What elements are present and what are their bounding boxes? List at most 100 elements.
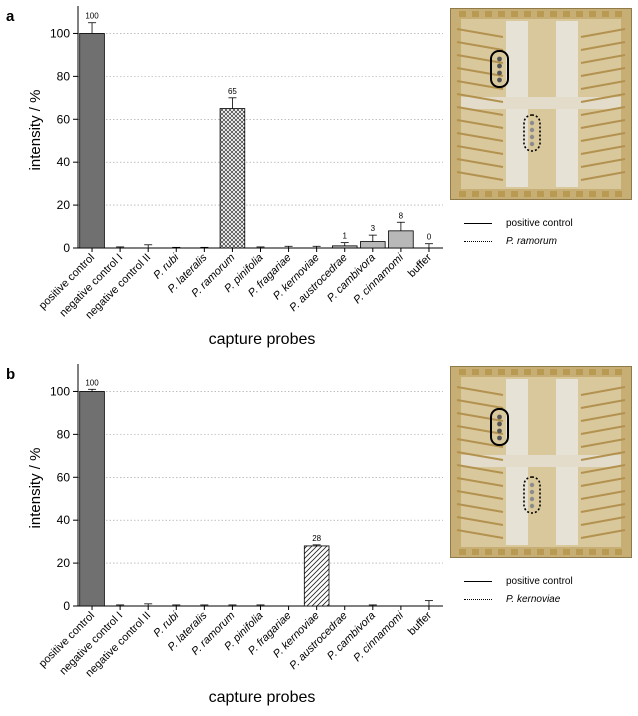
chip-trace: [580, 425, 626, 435]
chip-trace: [580, 529, 626, 539]
chip-trace: [456, 490, 504, 500]
chip-pad: [511, 191, 518, 197]
legend: positive control P. kernoviae: [464, 572, 573, 608]
chip-pad: [589, 191, 596, 197]
legend: positive control P. ramorum: [464, 214, 573, 250]
chip-trace: [580, 132, 626, 142]
positive-control-outline: [490, 408, 509, 446]
chip-pad: [563, 549, 570, 555]
chip-pad: [550, 191, 557, 197]
chip-spot: [497, 435, 502, 441]
solid-line-icon: [464, 580, 492, 582]
chip-trace: [456, 106, 504, 116]
y-tick-label: 20: [57, 556, 71, 570]
data-label: 0: [427, 233, 432, 242]
y-tick-label: 0: [63, 599, 70, 613]
legend-item-solid: positive control: [464, 214, 573, 232]
chip-trace: [456, 158, 504, 168]
target-probe-outline: [523, 476, 541, 514]
data-label: 3: [371, 224, 376, 233]
chip-trace: [580, 158, 626, 168]
chip-trace: [580, 28, 626, 38]
chip-trace: [456, 386, 504, 396]
chip-trace: [456, 529, 504, 539]
chip-pad: [615, 549, 622, 555]
chip-trace: [580, 119, 626, 129]
chip-pad: [576, 369, 583, 375]
chip-pad: [563, 191, 570, 197]
chip-channel: [461, 97, 621, 109]
chip-pad: [485, 369, 492, 375]
target-probe-outline: [523, 114, 541, 152]
chip-trace: [580, 503, 626, 513]
chip-pad: [589, 549, 596, 555]
chip-trace: [456, 54, 504, 64]
chip-trace: [580, 145, 626, 155]
chip-trace: [456, 464, 504, 474]
chip-spot: [529, 482, 535, 488]
y-axis-title: intensity / %: [27, 448, 44, 529]
chip-trace: [456, 171, 504, 181]
chip-pad: [485, 191, 492, 197]
chip-pad: [550, 369, 557, 375]
positive-control-outline: [490, 50, 509, 88]
panel-letter: b: [6, 366, 16, 383]
bar: [79, 33, 105, 249]
panel-a: a 0 20 40 60 80 100 100 positive control negativ…: [6, 6, 632, 348]
x-tick-label: P. cinnamomi: [351, 251, 406, 306]
chip-pad: [550, 11, 557, 17]
chip-trace: [456, 425, 504, 435]
chip-pad: [550, 549, 557, 555]
chip-trace: [456, 145, 504, 155]
chip-trace: [580, 41, 626, 51]
chip-pad: [537, 191, 544, 197]
panel-b: b 0 20 40 60 80 100 100 positive control negativ…: [0, 358, 638, 716]
legend-label: positive control: [506, 217, 573, 229]
chip-trace: [580, 171, 626, 181]
chip-spot: [529, 496, 535, 502]
chip-trace: [456, 399, 504, 409]
chip-pad: [524, 549, 531, 555]
legend-label: P. kernoviae: [506, 593, 561, 605]
x-tick-label: buffer: [406, 609, 434, 637]
chip-pad: [472, 369, 479, 375]
chip-pad: [524, 191, 531, 197]
data-label: 100: [85, 12, 99, 21]
chip-pad: [498, 369, 505, 375]
chip-spot: [529, 141, 535, 147]
chip-spot: [529, 503, 535, 509]
chip-pad: [615, 369, 622, 375]
chip-spot: [497, 70, 502, 76]
chip-spot: [497, 421, 502, 427]
chip-pad: [459, 369, 466, 375]
chip-trace: [580, 399, 626, 409]
bar: [388, 230, 414, 249]
solid-line-icon: [464, 222, 492, 224]
chip-spot: [529, 127, 535, 133]
chip-trace: [456, 28, 504, 38]
chip-spot: [529, 134, 535, 140]
chip-trace: [580, 412, 626, 422]
chip-pad: [459, 191, 466, 197]
chip-pad: [511, 549, 518, 555]
chip-pad: [498, 191, 505, 197]
x-tick-label: buffer: [406, 251, 434, 279]
chip-trace: [456, 451, 504, 461]
legend-label: P. ramorum: [506, 235, 557, 247]
chip-trace: [456, 503, 504, 513]
chip-pad: [537, 369, 544, 375]
legend-item-solid: positive control: [464, 572, 573, 590]
y-tick-label: 40: [57, 513, 71, 527]
chip-pad: [576, 11, 583, 17]
bar: [303, 545, 330, 607]
chip-pad: [524, 11, 531, 17]
chip-pad: [615, 11, 622, 17]
chip-trace: [456, 93, 504, 103]
data-label: 1: [343, 232, 348, 241]
y-tick-label: 60: [57, 470, 71, 484]
legend-item-dotted: P. kernoviae: [464, 590, 573, 608]
chip-pad: [537, 549, 544, 555]
chip-trace: [580, 54, 626, 64]
chip-trace: [580, 67, 626, 77]
chip-pad: [563, 369, 570, 375]
